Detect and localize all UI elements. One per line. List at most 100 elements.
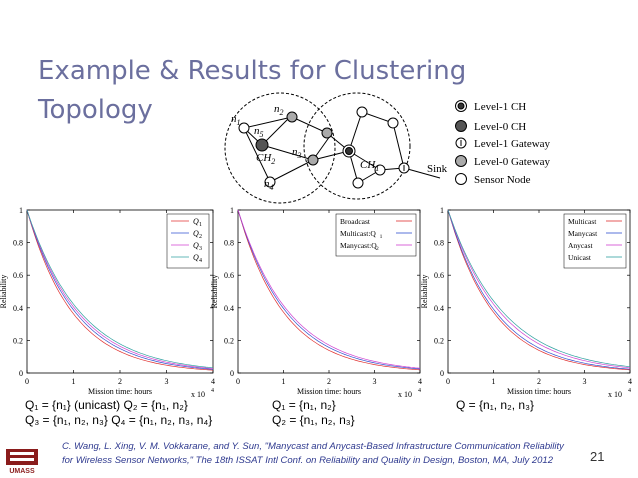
x-multiplier-label: x 10 — [398, 390, 412, 399]
series-line-1 — [26, 209, 214, 371]
chart-1-legend: Q 1Q 2Q 3Q 4 — [166, 213, 210, 269]
node-right-top — [387, 117, 399, 129]
y-tick-label: 1 — [19, 206, 23, 215]
legend-symbol-sensor-node — [455, 173, 467, 185]
caption-chart2-line1: Q₁ = {n₁, n₂} — [272, 398, 336, 412]
node-bottom — [352, 177, 364, 189]
legend-box — [335, 213, 417, 257]
y-tick-label: 0.8 — [434, 239, 444, 248]
legend-box — [166, 213, 210, 269]
label-n1: n1 — [231, 113, 241, 127]
x-tick-label: 0 — [236, 377, 240, 386]
legend-label-sub: 1 — [199, 222, 202, 228]
series-line-4 — [26, 209, 214, 369]
series-line-2 — [447, 209, 631, 370]
label-n3: n3 — [292, 146, 302, 160]
legend-label-sub: 4 — [199, 258, 202, 264]
legend-label: Broadcast — [340, 217, 371, 226]
legend-label-sub: 1 — [380, 234, 383, 240]
legend-label-level1-gateway: Level-1 Gateway — [474, 138, 551, 150]
node-ch1-inner — [345, 147, 353, 155]
legend-label: Q — [193, 229, 199, 238]
x-multiplier-label: x 10 — [608, 390, 622, 399]
x-tick-label: 3 — [165, 377, 169, 386]
y-tick-label: 1 — [440, 206, 444, 215]
node-mid-right — [374, 164, 386, 176]
x-axis-label: Mission time: hours — [88, 387, 152, 396]
slide-title-line2: Topology — [38, 95, 153, 125]
series-line-3 — [26, 209, 214, 369]
x-tick-label: 4 — [211, 377, 215, 386]
y-tick-label: 0.4 — [434, 304, 444, 313]
series-line-1 — [447, 209, 631, 371]
svg-text:UMASS: UMASS — [9, 468, 35, 475]
legend-symbol-level0-gateway — [455, 155, 467, 167]
legend-label: Unicast — [568, 253, 592, 262]
node-n4 — [264, 176, 276, 188]
x-multiplier-exponent: 4 — [211, 388, 214, 394]
x-multiplier-exponent: 4 — [628, 388, 631, 394]
legend-label: Q — [193, 217, 199, 226]
y-tick-label: 0.2 — [224, 336, 234, 345]
cluster-2-boundary — [224, 92, 336, 204]
cluster-1-boundary — [303, 92, 411, 200]
label-n4: n4 — [264, 178, 274, 192]
x-tick-label: 3 — [583, 377, 587, 386]
series-line-2 — [237, 209, 421, 370]
y-tick-label: 0.2 — [13, 336, 23, 345]
x-tick-label: 1 — [72, 377, 76, 386]
legend-label: Manycast:Q — [340, 241, 377, 250]
y-tick-label: 0.6 — [434, 271, 444, 280]
x-axis-label: Mission time: hours — [507, 387, 571, 396]
legend-label: Manycast — [568, 229, 598, 238]
caption-chart2-line2: Q₂ = {n₁, n₂, n₃} — [272, 413, 355, 427]
x-multiplier-label: x 10 — [191, 390, 205, 399]
legend-box — [563, 213, 627, 269]
label-sink: Sink — [427, 163, 448, 175]
x-tick-label: 4 — [418, 377, 422, 386]
legend-label-sub: 3 — [199, 246, 202, 252]
caption-chart1-line1: Q₁ = {n₁} (unicast) Q₂ = {n₁, n₂} — [25, 398, 188, 412]
y-tick-label: 0.2 — [434, 336, 444, 345]
slide-title-line1: Example & Results for Clustering — [38, 56, 467, 86]
node-gateway-left — [321, 127, 333, 139]
y-tick-label: 0.6 — [224, 271, 234, 280]
legend-symbol-level0-ch — [455, 120, 467, 132]
y-tick-label: 0 — [440, 369, 444, 378]
x-tick-label: 2 — [327, 377, 331, 386]
x-tick-label: 1 — [492, 377, 496, 386]
y-tick-label: 0.8 — [224, 239, 234, 248]
label-ch1: CH1 — [360, 159, 379, 173]
x-axis-label: Mission time: hours — [297, 387, 361, 396]
y-tick-label: 0.4 — [13, 304, 23, 313]
x-tick-label: 3 — [373, 377, 377, 386]
x-multiplier-exponent: 4 — [418, 388, 421, 394]
citation-line2: for Wireless Sensor Networks," The 18th … — [62, 455, 553, 466]
y-axis-label: Reliability — [0, 275, 8, 309]
diagram-legend: Level-1 CH Level-0 CH Level-1 Gateway Le… — [455, 100, 551, 186]
top-bar — [0, 0, 638, 8]
legend-label-sub: 2 — [199, 234, 202, 240]
legend-label-level1-ch: Level-1 CH — [474, 101, 526, 113]
umass-logo: UMASS — [6, 449, 38, 475]
node-n2-gateway — [286, 111, 298, 123]
x-tick-label: 2 — [537, 377, 541, 386]
y-tick-label: 1 — [230, 206, 234, 215]
legend-label: Multicast:Q — [340, 229, 376, 238]
node-n1 — [238, 122, 250, 134]
x-tick-label: 1 — [282, 377, 286, 386]
x-tick-label: 0 — [446, 377, 450, 386]
y-tick-label: 0 — [230, 369, 234, 378]
node-n3-gateway — [307, 154, 319, 166]
label-n5: n5 — [254, 125, 264, 139]
series-line-3 — [447, 209, 631, 369]
series-line-3 — [237, 209, 421, 369]
y-tick-label: 0.8 — [13, 239, 23, 248]
legend-label-sub: 2 — [376, 246, 379, 252]
y-axis-label: Reliability — [210, 275, 219, 309]
legend-label: Multicast — [568, 217, 597, 226]
legend-label-level0-gateway: Level-0 Gateway — [474, 156, 551, 168]
chart-3: 0 1 2 3 4 0 0.2 0.4 0.6 0.8 1 Mission time: hours Re… — [420, 206, 632, 399]
